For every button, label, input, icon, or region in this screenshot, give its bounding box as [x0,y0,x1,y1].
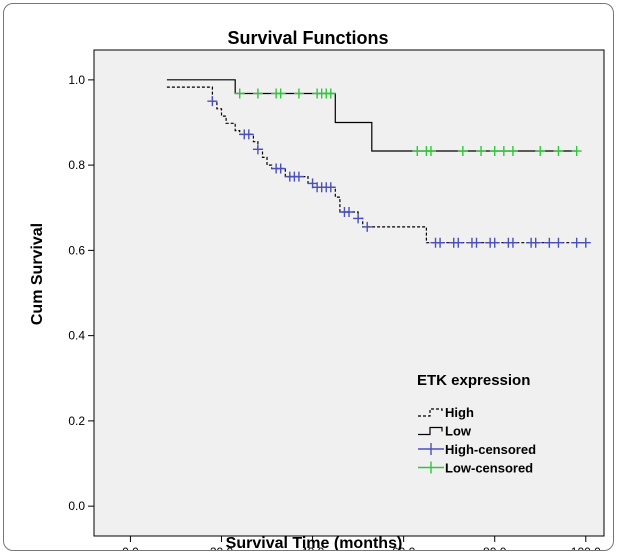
low-censored-marker [252,88,263,99]
legend-title: ETK expression [417,372,530,389]
y-axis: 0.0 0.2 0.4 0.6 0.8 1.0 [68,73,94,513]
high-censored-marker [353,213,364,224]
legend-low-censored-swatch [418,461,444,474]
x-tick-label: 100.0 [571,545,601,551]
high-censored-marker [471,237,482,248]
high-censored-marker [435,237,446,248]
low-censored-marker [293,88,304,99]
y-axis-label: Cum Survival [29,223,46,325]
x-axis: 0.0 20.0 40.0 60.0 80.0 100.0 [122,536,601,551]
high-censored-marker [243,129,254,140]
low-censored-marker [457,146,468,157]
high-censored-marker [489,237,500,248]
chart-title: Survival Functions [227,28,388,48]
high-censored-marker [507,237,518,248]
low-censored-marker [507,146,518,157]
legend-high-censored-swatch [418,443,444,455]
y-tick-label: 1.0 [68,73,85,87]
low-censored-marker [234,88,245,99]
high-censored-marker [571,237,582,248]
survival-chart: Survival Functions 0.0 0.2 0.4 0.6 0.8 1.0 0.… [29,28,605,551]
low-survival-line [166,79,577,152]
y-tick-label: 0.0 [68,499,85,513]
x-axis-label: Survival Time (months) [226,535,403,551]
x-tick-label: 40.0 [301,545,325,551]
low-censored-marker [498,146,509,157]
x-tick-label: 20.0 [210,545,234,551]
series-layer [166,79,591,248]
low-censored-marker [425,146,436,157]
x-tick-label: 60.0 [392,545,416,551]
chart-frame: Survival Functions 0.0 0.2 0.4 0.6 0.8 1.0 0.… [3,3,614,551]
x-tick-label: 80.0 [483,545,507,551]
legend-high-swatch [418,408,443,417]
low-censored-marker [535,146,546,157]
high-censored-marker [530,237,541,248]
legend-low-censored-label: Low-censored [445,461,533,476]
legend: ETK expression High Low High-censored Low-c… [417,372,536,476]
high-censored-marker [252,144,263,155]
legend-low-label: Low [445,424,472,439]
high-censored-marker [344,207,354,217]
low-censored-marker [275,88,286,99]
legend-low-swatch [418,426,443,436]
low-censored-marker [489,146,500,157]
y-tick-label: 0.2 [68,414,85,428]
low-censored-marker [476,146,487,157]
low-censored-marker [553,146,564,157]
legend-items: High Low High-censored Low-censored [418,405,536,476]
legend-high-label: High [445,405,474,420]
high-censored-marker [580,237,591,248]
low-censored-marker [412,146,423,157]
high-censored-marker [325,182,336,193]
legend-high-censored-label: High-censored [445,442,536,457]
low-censored-marker [571,146,582,157]
high-censored-marker [207,96,218,107]
y-tick-label: 0.8 [68,158,85,172]
y-tick-label: 0.6 [68,243,85,257]
low-censored-marker [325,88,336,99]
high-censored-marker [293,171,304,182]
high-censored-marker [453,237,464,248]
y-tick-label: 0.4 [68,329,85,343]
high-censored-marker [362,221,373,232]
high-censored-marker [275,163,286,174]
x-tick-label: 0.0 [122,545,139,551]
plot-area [93,49,605,537]
high-censored-marker [544,237,555,248]
high-censored-marker [553,237,564,248]
